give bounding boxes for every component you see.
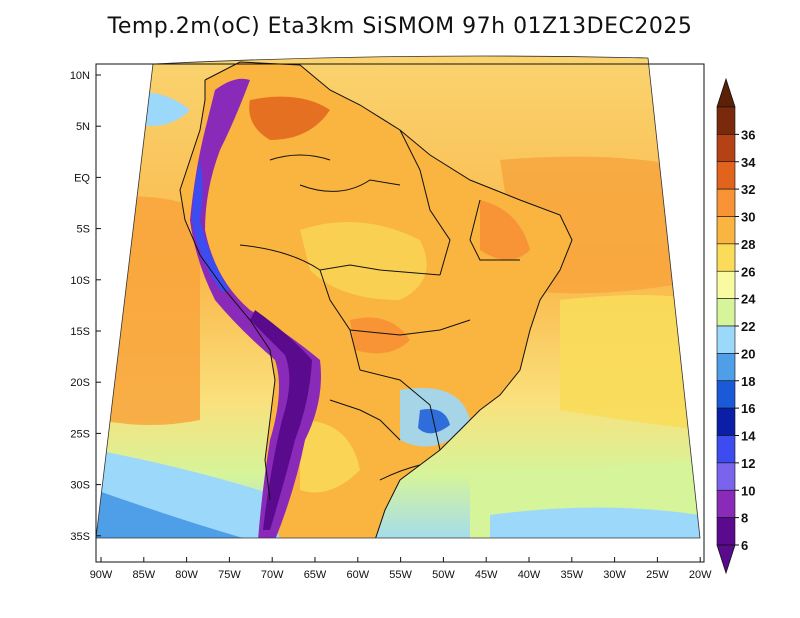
colorbar-segment (716, 106, 736, 135)
venezuela-hot (249, 96, 330, 140)
lon-tick-label: 25W (646, 569, 669, 581)
south-pacific-cold (96, 490, 250, 538)
lon-tick-label: 85W (132, 569, 155, 581)
country-borders (179, 61, 573, 538)
map-title: Temp.2m(oC) Eta3km SiSMOM 97h 01Z13DEC20… (107, 14, 693, 39)
lat-tick-label: 10S (70, 275, 90, 287)
lat-axis: 10N 5N EQ 5S 10S 15S 20S 25S 30S 35S (70, 70, 101, 543)
lon-tick-label: 80W (175, 569, 198, 581)
colorbar-label: 14 (741, 429, 756, 444)
lat-tick-label: 35S (70, 531, 90, 543)
colorbar: 6 8 10 12 14 16 18 20 22 24 26 28 30 32 34 36 (716, 77, 756, 575)
colorbar-segment (716, 407, 736, 436)
lon-tick-label: 40W (518, 569, 541, 581)
colorbar-label: 10 (741, 483, 755, 498)
lon-tick-label: 20W (689, 569, 712, 581)
colorbar-segment (716, 298, 736, 327)
lon-tick-label: 35W (560, 569, 583, 581)
colorbar-segment (716, 435, 736, 464)
lat-tick-label: 15S (70, 326, 90, 338)
colorbar-label: 22 (741, 319, 755, 334)
colorbar-segment (716, 325, 736, 354)
colorbar-segment (716, 270, 736, 299)
south-atlantic-cold (490, 507, 700, 538)
colorbar-segment (716, 462, 736, 491)
colorbar-segment (716, 243, 736, 272)
colorbar-label: 30 (741, 210, 755, 225)
colorbar-segment (716, 380, 736, 409)
lon-tick-label: 60W (346, 569, 369, 581)
northeast-hot (480, 200, 530, 260)
colorbar-segment (716, 489, 736, 518)
lon-tick-label: 55W (389, 569, 412, 581)
colorbar-label: 28 (741, 237, 755, 252)
lat-tick-label: 5N (76, 121, 90, 133)
central-hot (350, 317, 410, 354)
amazon-mild (300, 222, 427, 300)
colorbar-label: 12 (741, 456, 755, 471)
lon-axis: 90W 85W 80W 75W 70W 65W 60W 55W 50W 45W 40W 35W 30W 2… (90, 557, 712, 581)
pacific-warm-band (100, 196, 200, 425)
lat-tick-label: EQ (74, 172, 90, 184)
colorbar-label: 24 (741, 292, 756, 307)
domain-outline (95, 55, 701, 539)
lon-tick-label: 65W (304, 569, 327, 581)
colorbar-segment (716, 188, 736, 217)
colorbar-segment (716, 353, 736, 382)
lon-tick-label: 30W (603, 569, 626, 581)
colorbar-segment (716, 216, 736, 245)
colorbar-label: 34 (741, 155, 756, 170)
lon-tick-label: 45W (475, 569, 498, 581)
plot-frame (95, 63, 705, 563)
colorbar-top-arrow (716, 77, 736, 108)
colorbar-label: 18 (741, 374, 755, 389)
andes-north-cold (192, 160, 230, 292)
atlantic-mid-band (560, 295, 700, 430)
colorbar-segment (716, 517, 736, 546)
pampas-mild (300, 420, 360, 493)
lat-tick-label: 5S (77, 224, 90, 236)
lon-tick-label: 75W (218, 569, 241, 581)
lon-tick-label: 50W (432, 569, 455, 581)
colorbar-segment (716, 161, 736, 190)
colorbar-label: 16 (741, 401, 755, 416)
colorbar-label: 36 (741, 127, 755, 142)
colorbar-label: 6 (741, 538, 748, 553)
colorbar-label: 26 (741, 264, 755, 279)
lat-tick-label: 30S (70, 480, 90, 492)
colorbar-label: 8 (741, 511, 748, 526)
colorbar-label: 32 (741, 182, 755, 197)
lon-tick-label: 70W (261, 569, 284, 581)
lat-tick-label: 25S (70, 428, 90, 440)
colorbar-segment (716, 134, 736, 163)
andes-coldest (250, 310, 312, 530)
lat-tick-label: 20S (70, 377, 90, 389)
map-field (96, 56, 700, 538)
lat-tick-label: 10N (70, 70, 90, 82)
colorbar-label: 20 (741, 346, 755, 361)
colorbar-bottom-arrow (716, 544, 736, 575)
lon-tick-label: 90W (90, 569, 113, 581)
